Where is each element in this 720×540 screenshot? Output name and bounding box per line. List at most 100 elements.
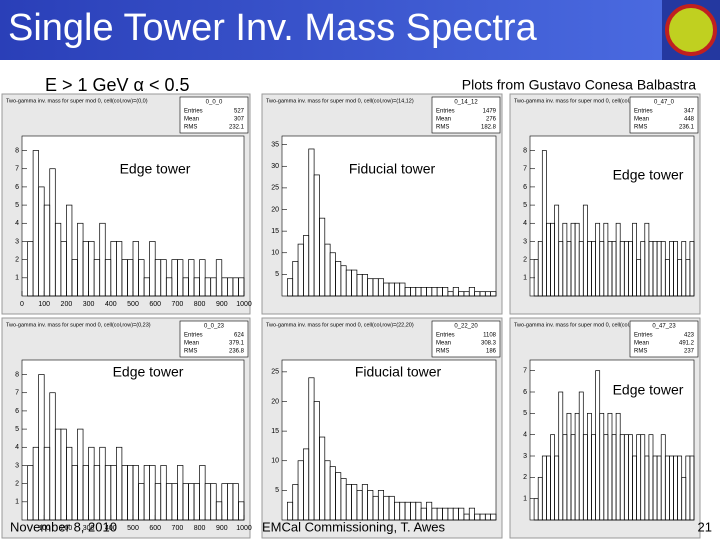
stat-label: Mean [184,341,199,347]
stat-name: 0_14_12 [454,100,478,106]
stat-label: Entries [634,109,653,115]
y-tick-label: 3 [523,238,527,245]
stat-box [431,96,501,134]
stat-box [431,320,501,358]
tower-label: Fiducial tower [355,364,442,380]
x-tick-label: 300 [83,301,95,308]
plot-area [281,359,497,521]
stat-value: 236.1 [679,125,695,131]
stat-label: RMS [184,125,197,131]
x-tick-label: 300 [83,525,95,532]
y-tick-label: 2 [523,474,527,481]
tower-label: Edge tower [113,364,184,380]
stat-label: Mean [634,117,649,123]
stat-name: 0_0_23 [204,324,225,330]
y-tick-label: 2 [523,256,527,263]
y-tick-label: 8 [15,147,19,154]
page-number: 21 [698,519,712,534]
stat-label: Mean [634,341,649,347]
stat-label: Mean [184,117,199,123]
x-tick-label: 600 [149,525,161,532]
y-tick-label: 5 [523,202,527,209]
tower-label: Edge tower [120,161,191,177]
x-tick-label: 200 [61,525,73,532]
stat-value: 527 [234,109,245,115]
slide-title: Single Tower Inv. Mass Spectra [8,7,538,49]
stat-label: RMS [184,349,197,355]
y-tick-label: 35 [271,141,279,148]
y-tick-label: 25 [271,369,279,376]
hist-title: Two-gamma inv. mass for super mod 0, cel… [514,98,659,104]
x-tick-label: 900 [216,525,228,532]
y-tick-label: 10 [271,458,279,465]
tower-label: Fiducial tower [349,161,436,177]
credit: Plots from Gustavo Conesa Balbastra [462,77,696,93]
hist-title: Two-gamma inv. mass for super mod 0, cel… [6,322,151,328]
y-tick-label: 3 [523,453,527,460]
footer-date: November 8, 2010 [10,519,117,534]
stat-name: 0_47_0 [654,100,675,106]
y-tick-label: 6 [523,389,527,396]
x-tick-label: 100 [38,301,50,308]
stat-value: 1108 [483,333,497,339]
stat-value: 423 [684,333,695,339]
hist-bar [490,513,497,521]
logo [665,4,717,56]
y-tick-label: 5 [275,487,279,494]
stat-value: 232.1 [229,125,245,131]
stat-value: 379.1 [229,341,245,347]
stat-box [179,96,249,134]
stat-value: 448 [684,117,695,123]
y-tick-label: 7 [523,166,527,173]
y-tick-label: 4 [523,432,527,439]
x-tick-label: 600 [149,301,161,308]
y-tick-label: 4 [15,444,19,451]
x-tick-label: 0 [20,301,24,308]
stat-label: RMS [634,125,647,131]
hist-bar [490,291,497,297]
y-tick-label: 7 [15,390,19,397]
subtitle: E > 1 GeV α < 0.5 [45,75,190,95]
stat-value: 186 [486,349,497,355]
footer-event: EMCal Commissioning, T. Awes [262,519,446,534]
stat-label: RMS [634,349,647,355]
y-tick-label: 7 [15,166,19,173]
y-tick-label: 25 [271,185,279,192]
stat-value: 237 [684,349,695,355]
stat-value: 182.8 [481,125,497,131]
y-tick-label: 1 [15,275,19,282]
y-tick-label: 7 [523,368,527,375]
y-tick-label: 5 [275,271,279,278]
hist-title: Two-gamma inv. mass for super mod 0, cel… [266,98,414,104]
y-tick-label: 1 [523,275,527,282]
stat-name: 0_47_23 [652,324,676,330]
y-tick-label: 2 [15,256,19,263]
y-tick-label: 6 [15,184,19,191]
y-tick-label: 5 [15,202,19,209]
x-tick-label: 800 [194,301,206,308]
stat-label: Mean [436,341,451,347]
x-tick-label: 500 [127,301,139,308]
stat-label: Entries [634,333,653,339]
stat-value: 308.3 [481,341,497,347]
stat-value: 307 [234,117,245,123]
stat-value: 491.2 [679,341,695,347]
y-tick-label: 4 [15,220,19,227]
tower-label: Edge tower [613,382,684,398]
hist-bar [238,277,245,297]
panels: Two-gamma inv. mass for super mod 0, cel… [1,93,701,539]
stat-value: 624 [234,333,245,339]
stat-box [179,320,249,358]
x-tick-label: 500 [127,525,139,532]
y-tick-label: 8 [15,371,19,378]
x-tick-label: 200 [61,301,73,308]
y-tick-label: 5 [15,426,19,433]
x-tick-label: 1000 [236,301,252,308]
stat-value: 347 [684,109,695,115]
y-tick-label: 30 [271,163,279,170]
stat-label: Entries [436,109,455,115]
y-tick-label: 20 [271,206,279,213]
stat-label: RMS [436,125,449,131]
